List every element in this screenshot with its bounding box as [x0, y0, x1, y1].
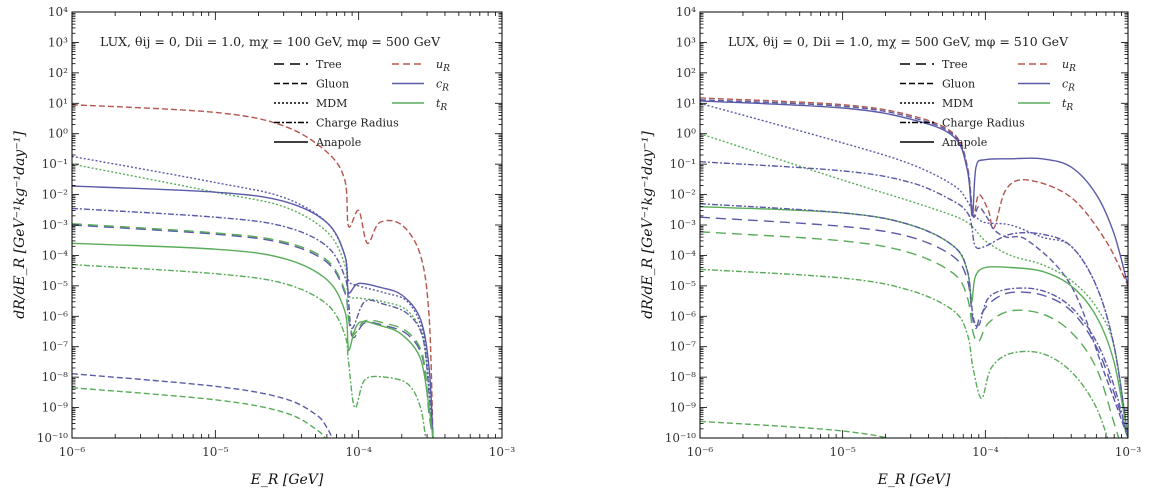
plot-frame — [699, 11, 1129, 439]
legend-style-label: Tree — [316, 58, 342, 71]
x-tick-label: 10⁻³ — [1115, 445, 1142, 459]
x-tick-label: 10⁻⁴ — [972, 445, 999, 459]
series-tR-anapole — [72, 242, 434, 438]
series-cR-tree — [72, 224, 434, 438]
y-tick-label: 10⁻² — [670, 188, 697, 202]
series-tR-gluon — [700, 420, 1008, 438]
series-tR-tree — [72, 223, 434, 438]
series-group — [700, 97, 1128, 438]
legend-quark-label: cR — [436, 78, 449, 94]
legend-style-label: Charge Radius — [942, 117, 1025, 130]
x-tick-label: 10⁻³ — [489, 445, 516, 459]
panel-annotation: LUX, θij = 0, Dii = 1.0, mχ = 500 GeV, m… — [728, 34, 1069, 49]
y-tick-label: 10⁴ — [676, 5, 696, 19]
series-cR-anapole — [700, 100, 1128, 287]
y-tick-label: 10⁻³ — [42, 218, 69, 232]
legend: Tree Gluon MDM Charge Radius Anapole uR cR tR — [274, 58, 450, 149]
legend-quark-label: tR — [1062, 97, 1073, 113]
y-axis-label: dR/dE_R [GeV⁻¹kg⁻¹day⁻¹] — [640, 131, 656, 319]
legend-style-label: Charge Radius — [316, 117, 399, 130]
series-tR-charge-radius — [72, 263, 427, 438]
series-tR-anapole — [700, 206, 1128, 438]
legend-quark-label: tR — [436, 97, 447, 113]
x-tick-label: 10⁻⁶ — [687, 445, 714, 459]
series-cR-charge-radius — [700, 203, 1128, 438]
y-tick-label: 10⁻¹⁰ — [37, 431, 68, 445]
series-cR-tree — [700, 216, 1128, 438]
y-tick-label: 10⁻⁹ — [42, 401, 69, 415]
y-tick-label: 10⁻⁹ — [670, 401, 697, 415]
x-tick-label: 10⁻⁴ — [345, 445, 372, 459]
y-tick-label: 10⁻⁴ — [42, 248, 69, 262]
x-tick-label: 10⁻⁶ — [59, 445, 86, 459]
plot-frame — [71, 11, 503, 439]
y-tick-label: 10³ — [48, 35, 68, 49]
series-tR-mdm — [72, 163, 434, 438]
legend-style-label: Tree — [942, 58, 968, 71]
y-tick-label: 10⁻¹ — [42, 157, 68, 171]
series-cR-charge-radius — [72, 207, 434, 438]
x-axis-label: E_R [GeV] — [250, 472, 324, 488]
y-tick-label: 10³ — [676, 35, 696, 49]
y-tick-label: 10⁻⁸ — [670, 370, 697, 384]
y-tick-label: 10² — [676, 66, 696, 80]
y-tick-label: 10⁻⁸ — [42, 370, 69, 384]
series-tR-tree — [700, 231, 1120, 438]
y-tick-label: 10⁻⁵ — [670, 279, 697, 293]
legend-style-label: MDM — [942, 97, 973, 110]
y-tick-label: 10⁻⁵ — [42, 279, 69, 293]
y-axis-label: dR/dE_R [GeV⁻¹kg⁻¹day⁻¹] — [12, 131, 28, 319]
legend-style-label: Gluon — [942, 78, 975, 91]
y-tick-label: 10² — [48, 66, 68, 80]
legend-quark-label: uR — [436, 58, 450, 74]
series-cR-gluon — [72, 373, 334, 438]
x-axis-label: E_R [GeV] — [877, 472, 951, 488]
y-tick-label: 10⁰ — [48, 127, 68, 141]
series-group — [72, 104, 434, 438]
series-cR-mdm — [72, 155, 434, 438]
y-tick-label: 10⁻¹ — [670, 157, 696, 171]
y-tick-label: 10⁴ — [48, 5, 68, 19]
series-cR-charge-radius — [700, 161, 1128, 438]
y-tick-label: 10⁻¹⁰ — [665, 431, 696, 445]
x-tick-label: 10⁻⁵ — [202, 445, 229, 459]
series-uR-gluon — [72, 104, 434, 438]
legend-style-label: Anapole — [315, 136, 361, 149]
y-tick-label: 10⁻⁷ — [42, 340, 69, 354]
y-tick-label: 10⁰ — [676, 127, 696, 141]
legend-quark-label: cR — [1062, 78, 1075, 94]
legend-style-label: Gluon — [316, 78, 349, 91]
panel-annotation: LUX, θij = 0, Dii = 1.0, mχ = 100 GeV, m… — [100, 34, 441, 49]
legend-quark-label: uR — [1062, 58, 1076, 74]
chart-panel-2: 10⁻⁶ 10⁻⁵ 10⁻⁴ 10⁻³ 10⁻¹⁰ 10⁻⁹ 10⁻⁸ 10⁻⁷ 10⁻⁶ 10⁻… — [640, 5, 1142, 488]
series-cR-anapole — [72, 185, 434, 438]
y-tick-label: 10¹ — [48, 96, 68, 110]
y-tick-label: 10⁻⁶ — [670, 309, 697, 323]
legend-style-label: MDM — [316, 97, 347, 110]
series-tR-mdm — [700, 133, 1128, 438]
y-tick-label: 10⁻⁷ — [670, 340, 697, 354]
legend-style-label: Anapole — [941, 136, 987, 149]
y-tick-label: 10⁻² — [42, 188, 69, 202]
y-tick-label: 10⁻⁶ — [42, 309, 69, 323]
series-tR-charge-radius — [700, 268, 1109, 438]
x-tick-label: 10⁻⁵ — [829, 445, 856, 459]
legend: Tree Gluon MDM Charge Radius Anapole uR cR tR — [900, 58, 1076, 149]
chart-panel-1: 10⁻⁶ 10⁻⁵ 10⁻⁴ 10⁻³ 10⁻¹⁰ 10⁻⁹ 10⁻⁸ 10⁻⁷ 10⁻⁶ 10⁻… — [12, 5, 515, 488]
y-tick-label: 10¹ — [676, 96, 696, 110]
y-tick-label: 10⁻⁴ — [670, 248, 697, 262]
y-tick-label: 10⁻³ — [670, 218, 697, 232]
series-cR-mdm — [700, 102, 1128, 438]
series-cR-gluon — [700, 99, 1128, 438]
series-uR-gluon — [700, 97, 1128, 287]
